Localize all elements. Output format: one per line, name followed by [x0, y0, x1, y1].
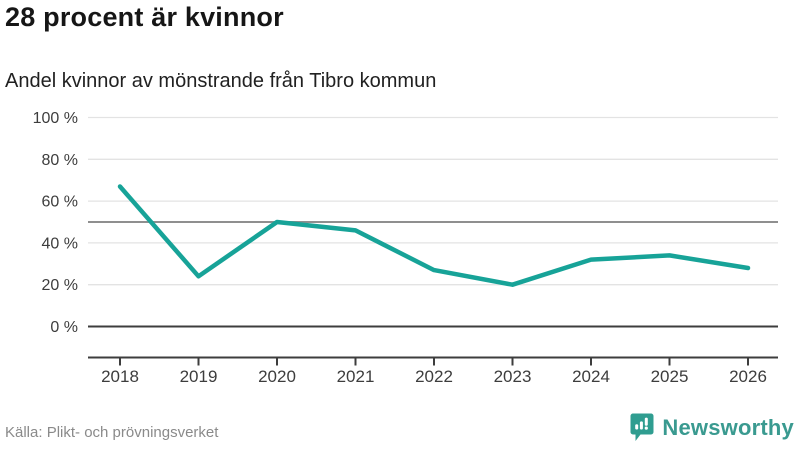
source-text: Källa: Plikt- och prövningsverket: [5, 424, 219, 441]
newsworthy-wordmark: Newsworthy: [662, 414, 794, 440]
newsworthy-logo: Newsworthy: [630, 413, 794, 442]
chart-title: 28 procent är kvinnor: [5, 2, 284, 32]
y-axis-tick-label: 20 %: [42, 277, 78, 294]
y-axis-tick-label: 60 %: [42, 194, 78, 211]
x-axis-tick-label: 2023: [494, 367, 532, 386]
y-axis-tick-label: 0 %: [50, 319, 78, 336]
x-axis-tick-label: 2019: [180, 367, 218, 386]
y-axis-tick-label: 80 %: [42, 152, 78, 169]
x-axis-tick-label: 2018: [101, 367, 139, 386]
data-line: [117, 184, 751, 287]
line-chart: 0 % 20 % 40 % 60 % 80 % 100 % 2018 2019 2020 2021…: [33, 110, 778, 386]
chart-subtitle: Andel kvinnor av mönstrande från Tibro k…: [5, 70, 437, 92]
y-axis-tick-label: 100 %: [33, 110, 78, 127]
x-axis-tick-label: 2024: [572, 367, 610, 386]
x-axis-tick-label: 2021: [337, 367, 375, 386]
y-axis-tick-label: 40 %: [42, 235, 78, 252]
x-axis-tick-label: 2022: [415, 367, 453, 386]
newsworthy-icon: [630, 413, 654, 441]
x-axis-tick-label: 2025: [651, 367, 689, 386]
x-axis-tick-label: 2026: [729, 367, 767, 386]
x-axis-tick-label: 2020: [258, 367, 296, 386]
